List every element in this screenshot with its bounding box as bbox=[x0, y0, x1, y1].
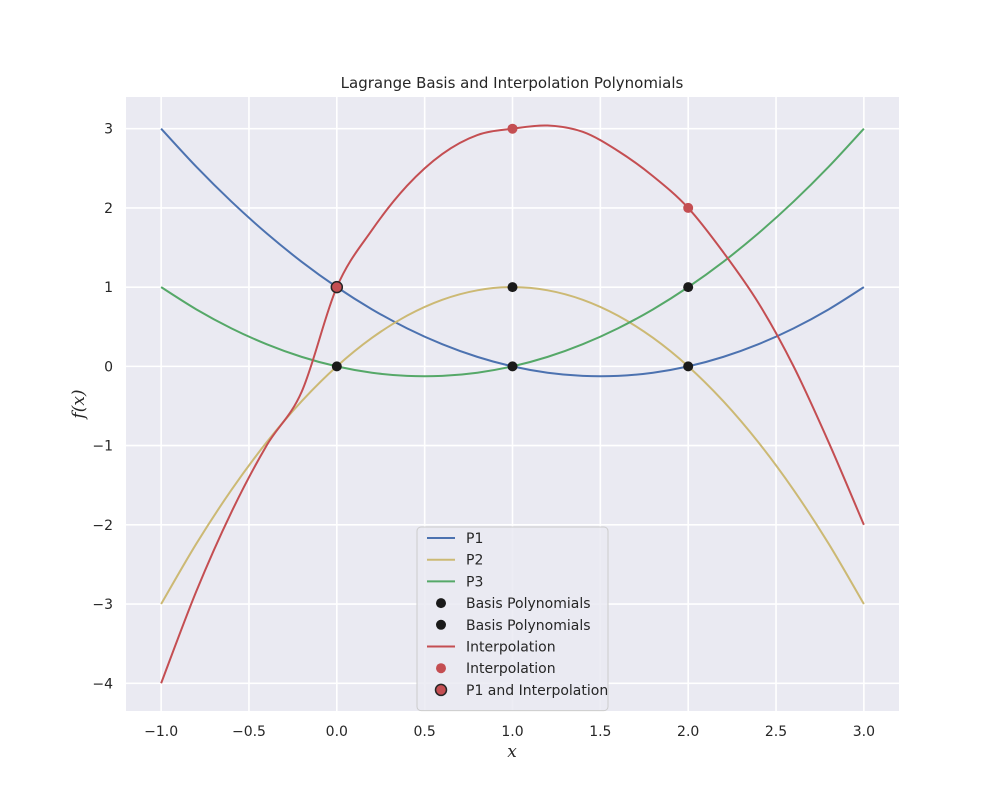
data-point-p1-and-interpolation bbox=[330, 280, 344, 294]
data-point-interpolation bbox=[683, 202, 694, 213]
legend-swatch-marker bbox=[436, 598, 446, 609]
legend-entry-interpolation: Interpolation bbox=[466, 640, 556, 656]
y-tick-labels: −4 −3 −2 −1 0 1 2 3 bbox=[92, 122, 113, 693]
legend-entry-p1-and-interpolation: P1 and Interpolation bbox=[466, 683, 608, 699]
legend-entry-basis-polynomials: Basis Polynomials bbox=[466, 596, 591, 612]
y-tick-label: −2 bbox=[92, 518, 113, 534]
x-tick-label: 1.5 bbox=[589, 724, 611, 740]
chart-title: Lagrange Basis and Interpolation Polynom… bbox=[341, 74, 684, 92]
x-tick-label: −1.0 bbox=[144, 724, 178, 740]
y-axis-label: f(x) bbox=[69, 389, 89, 420]
data-point-basis-polynomials bbox=[507, 361, 518, 372]
data-point-basis-polynomials bbox=[331, 361, 342, 372]
data-point-basis-polynomials bbox=[683, 361, 694, 372]
y-tick-label: −1 bbox=[92, 439, 113, 455]
legend-entry-interpolation: Interpolation bbox=[466, 661, 556, 677]
legend: P1 P2 P3 Basis Polynomials Basis Polynomials… bbox=[416, 526, 609, 712]
y-tick-label: 0 bbox=[104, 359, 113, 375]
y-tick-label: −4 bbox=[92, 676, 113, 692]
y-tick-label: −3 bbox=[92, 597, 113, 613]
x-tick-label: −0.5 bbox=[232, 724, 266, 740]
legend-swatch-marker bbox=[436, 619, 446, 630]
x-tick-label: 2.0 bbox=[677, 724, 699, 740]
legend-entry-p1: P1 bbox=[466, 531, 483, 547]
legend-swatch-marker bbox=[434, 683, 448, 697]
legend-entry-p3: P3 bbox=[466, 574, 483, 590]
y-tick-label: 2 bbox=[104, 201, 113, 217]
y-tick-label: 3 bbox=[104, 122, 113, 138]
data-point-basis-polynomials bbox=[507, 282, 518, 293]
x-axis-label: x bbox=[507, 742, 517, 762]
x-tick-label: 2.5 bbox=[765, 724, 787, 740]
legend-swatch-marker bbox=[436, 663, 446, 674]
x-tick-label: 1.0 bbox=[501, 724, 523, 740]
data-point-basis-polynomials bbox=[683, 282, 694, 293]
data-point-interpolation bbox=[507, 123, 518, 134]
legend-frame bbox=[416, 526, 609, 712]
x-tick-label: 3.0 bbox=[853, 724, 875, 740]
points bbox=[330, 123, 694, 372]
legend-entry-p2: P2 bbox=[466, 553, 483, 569]
legend-entry-basis-polynomials: Basis Polynomials bbox=[466, 618, 591, 634]
x-tick-labels: −1.0 −0.5 0.0 0.5 1.0 1.5 2.0 2.5 3.0 bbox=[144, 724, 875, 740]
x-tick-label: 0.0 bbox=[326, 724, 348, 740]
series-line-interpolation bbox=[160, 124, 865, 684]
y-tick-label: 1 bbox=[104, 280, 113, 296]
x-tick-label: 0.5 bbox=[414, 724, 436, 740]
